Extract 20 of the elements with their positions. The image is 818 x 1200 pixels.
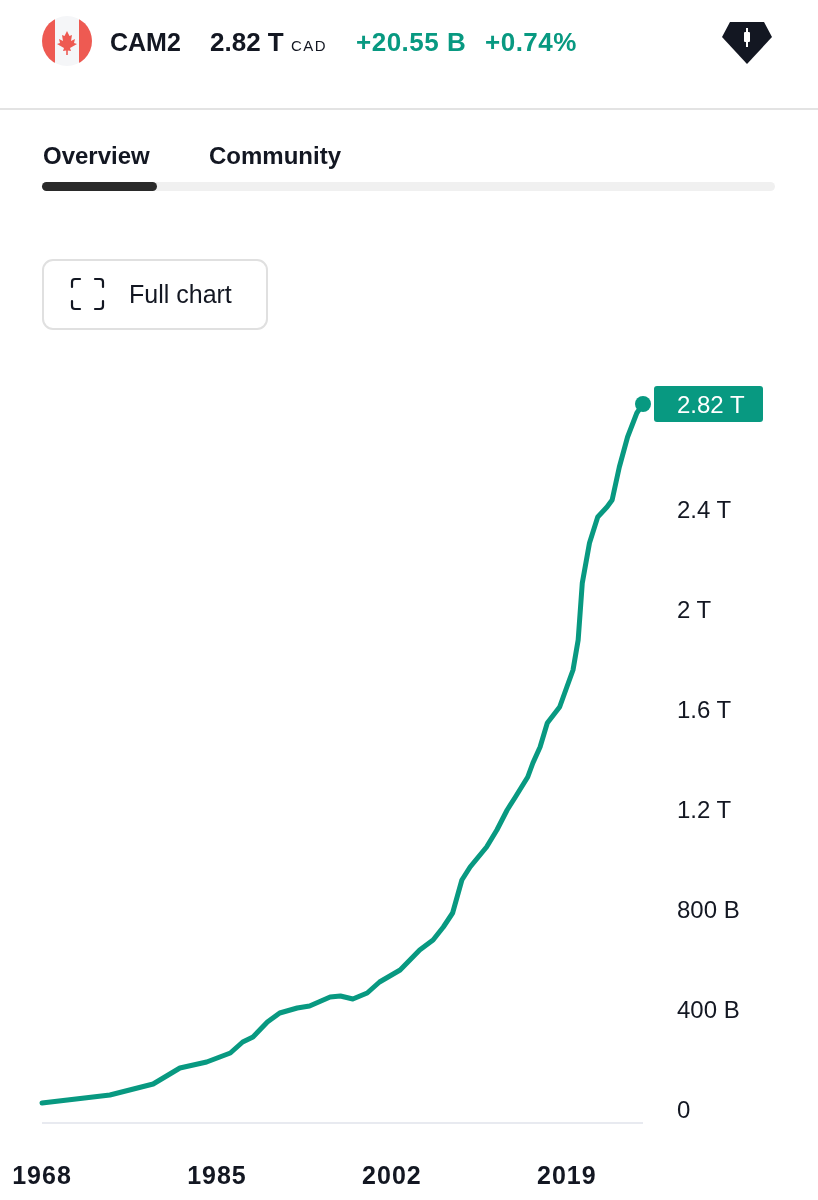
y-tick-label: 0: [677, 1095, 691, 1123]
x-tick-label: 1968: [12, 1161, 72, 1189]
y-tick-label: 800 B: [677, 895, 740, 923]
text: CAD: [291, 37, 328, 54]
chart-title: CAM2: [110, 28, 181, 56]
y-tick-label: 2.4 T: [677, 495, 732, 523]
text: Community: [209, 142, 342, 169]
text: +0.74%: [485, 27, 577, 57]
x-tick-label: 2019: [537, 1161, 597, 1189]
y-tick-label: 400 B: [677, 995, 740, 1023]
y-tick-label: 2 T: [677, 595, 712, 623]
y-tick-label: 1.6 T: [677, 695, 732, 723]
y-tick-label: 1.2 T: [677, 795, 732, 823]
text: Overview: [43, 142, 151, 169]
x-tick-label: 1985: [187, 1161, 247, 1189]
y-tick-label: 2.82 T: [677, 390, 745, 418]
text: Full chart: [129, 280, 232, 308]
x-tick-label: 2002: [362, 1161, 422, 1189]
text: 2.82 T: [210, 27, 284, 57]
text: +20.55 B: [356, 27, 467, 57]
